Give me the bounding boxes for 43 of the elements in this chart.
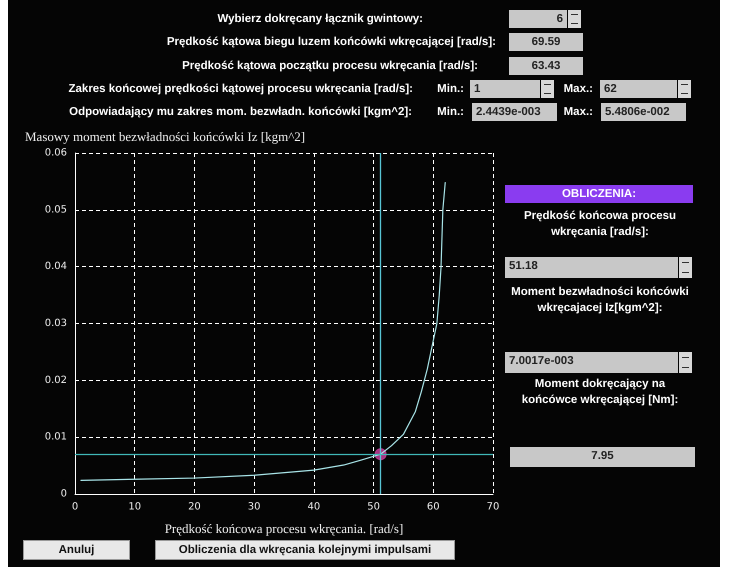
text: OBLICZENIA: xyxy=(505,185,693,203)
text: 51.18 xyxy=(505,257,678,278)
y-tick-label: 0.04 xyxy=(44,261,67,272)
y-axis-title: Masowy moment bezwładności końcówki Iz [kgm^2] xyxy=(25,129,306,144)
x-tick-label: 20 xyxy=(188,502,201,512)
text: Prędkość końcowa procesu wkręcania [rad/s]: xyxy=(522,209,678,240)
text: 6 xyxy=(509,10,567,28)
y-tick-label: 0 xyxy=(60,488,67,500)
text: 1 xyxy=(470,80,540,98)
x-tick-label: 70 xyxy=(486,502,500,512)
text: 63.43 xyxy=(509,57,583,75)
y-tick-label: 0.01 xyxy=(44,432,67,443)
x-tick-label: 40 xyxy=(307,502,320,512)
text: Min.: xyxy=(436,82,465,97)
text: Moment bezwładności końcówki wkręcajacej Iz[kgm^2]: xyxy=(510,285,690,316)
y-tick-label: 0.05 xyxy=(44,204,67,216)
text: 69.59 xyxy=(509,33,583,51)
x-axis-title: Prędkość końcowa procesu wkręcania. [rad/s] xyxy=(164,521,404,536)
text: Min.: xyxy=(436,105,465,120)
y-tick-label: 0.03 xyxy=(44,318,67,329)
x-tick-label: 0 xyxy=(72,502,78,512)
y-tick-label: 0.02 xyxy=(44,374,67,386)
text: Prędkość kątowa początku procesu wkręcania [rad/s]: xyxy=(181,59,479,74)
line-series xyxy=(80,182,446,481)
text: Max.: xyxy=(562,105,594,120)
text: Wybierz dokręcany łącznik gwintowy: xyxy=(216,12,424,27)
text: Prędkość kątowa biegu luzem końcówki wkręcającej [rad/s]: xyxy=(166,35,497,50)
text: 7.0017e-003 xyxy=(505,352,678,373)
text: Zakres końcowej prędkości kątowej procesu wkręcania [rad/s]: xyxy=(68,82,414,97)
text: Moment dokręcający na końcówce wkręcającej [Nm]: xyxy=(520,377,680,408)
text: Odpowiadający mu zakres mom. bezwładn. końcówki [kgm^2]: xyxy=(68,105,413,120)
text: Anuluj xyxy=(23,540,130,560)
text: Obliczenia dla wkręcania kolejnymi impulsami xyxy=(155,540,455,560)
text: 7.95 xyxy=(510,447,695,467)
text: 5.4806e-002 xyxy=(601,103,686,121)
text: Max.: xyxy=(562,82,594,97)
x-tick-label: 50 xyxy=(367,502,380,512)
text: 62 xyxy=(600,80,677,98)
text: 2.4439e-003 xyxy=(472,103,557,121)
x-tick-label: 10 xyxy=(128,502,142,512)
x-tick-label: 30 xyxy=(248,502,261,512)
y-tick-label: 0.06 xyxy=(44,148,67,158)
x-tick-label: 60 xyxy=(426,502,440,512)
